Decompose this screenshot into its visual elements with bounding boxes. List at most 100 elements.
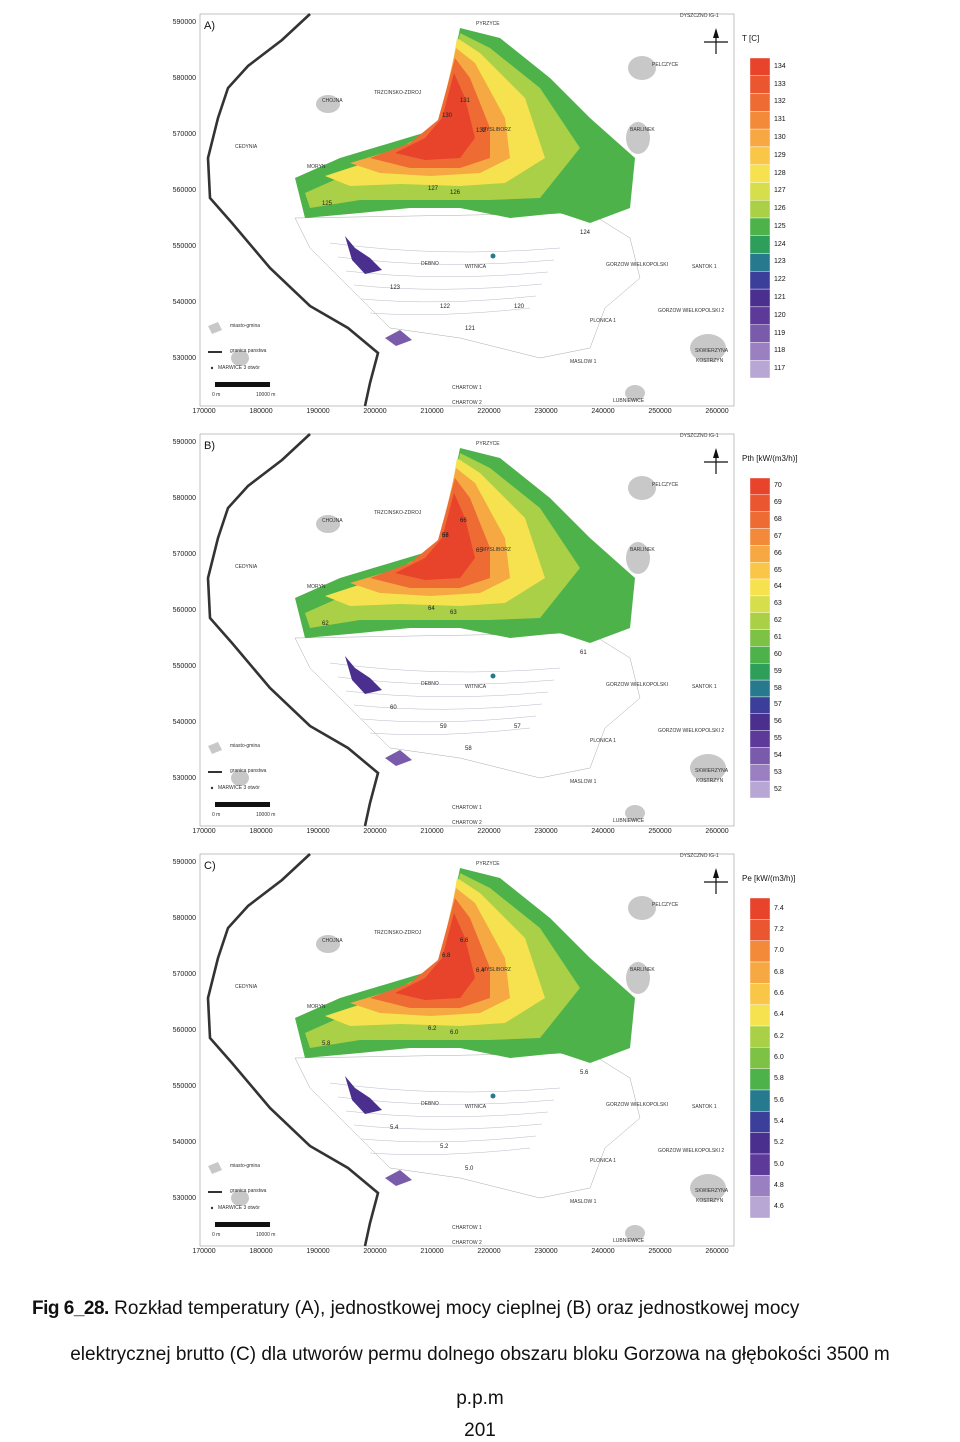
town-area xyxy=(626,962,650,994)
town-label: GORZOW WIELKOPOLSKI xyxy=(606,1102,668,1108)
key-gmina-label: miasto-gmina xyxy=(230,743,261,749)
x-tick-label: 190000 xyxy=(306,828,330,835)
x-tick-label: 190000 xyxy=(306,1248,330,1255)
x-tick-label: 240000 xyxy=(591,828,615,835)
town-label: GORZOW WIELKOPOLSKI 2 xyxy=(658,728,725,734)
town-label: MYSLIBORZ xyxy=(482,127,511,133)
town-area xyxy=(316,515,340,533)
town-area xyxy=(628,896,656,920)
contour-value-label: 65 xyxy=(476,548,483,554)
legend-swatch xyxy=(749,342,771,361)
town-label: CHOJNA xyxy=(322,98,343,104)
legend-title: Pth [kW/(m3/h)] xyxy=(742,454,798,463)
legend-value: 118 xyxy=(774,347,786,355)
figure-caption-line-1: Fig 6_28. Rozkład temperatury (A), jedno… xyxy=(32,1298,960,1320)
low-value-spot xyxy=(490,673,496,679)
panel-letter: C) xyxy=(204,860,216,872)
legend-swatch xyxy=(749,1175,771,1197)
contour-value-label: 61 xyxy=(580,650,587,656)
town-label: CEDYNIA xyxy=(235,564,258,570)
north-arrow-icon xyxy=(704,868,728,894)
legend-value: 63 xyxy=(774,600,782,608)
value-band-5 xyxy=(395,493,475,580)
well-key-icon xyxy=(210,366,214,370)
contour-value-label: 127 xyxy=(428,186,439,192)
figure-label: Fig 6_28. xyxy=(32,1298,109,1319)
contour-value-label: 63 xyxy=(450,610,457,616)
legend-value: 69 xyxy=(774,499,782,507)
town-label: BARLINEK xyxy=(630,547,655,553)
town-label: CHARTOW 2 xyxy=(452,820,482,826)
legend-value: 60 xyxy=(774,650,782,658)
town-label: WITNICA xyxy=(465,684,487,690)
contour-value-label: 64 xyxy=(428,606,435,612)
town-label: DYSZCZNO IG-1 xyxy=(680,13,719,19)
town-label: PYRZYCE xyxy=(476,441,500,447)
contour-line xyxy=(345,270,549,278)
contour-value-label: 6.6 xyxy=(460,938,469,944)
town-label: LUBNIEWICE xyxy=(613,818,645,824)
legend-value: 5.4 xyxy=(774,1118,784,1125)
key-border-label: granica panstwa xyxy=(230,348,267,354)
x-tick-label: 180000 xyxy=(249,408,273,415)
key-border-label: granica panstwa xyxy=(230,1188,267,1194)
legend-swatch xyxy=(749,324,771,343)
town-label: GORZOW WIELKOPOLSKI xyxy=(606,262,668,268)
town-label: DEBNO xyxy=(421,261,439,267)
legend-swatch xyxy=(749,128,771,148)
contour-value-label: 56 xyxy=(442,533,449,539)
town-area xyxy=(231,770,249,786)
contour-line xyxy=(369,1147,531,1155)
contour-line xyxy=(369,307,531,315)
x-tick-label: 180000 xyxy=(249,1248,273,1255)
town-area xyxy=(625,385,645,401)
legend-swatch xyxy=(749,1089,771,1112)
low-value-zone xyxy=(345,236,382,274)
x-tick-label: 170000 xyxy=(192,1248,216,1255)
legend-value: 66 xyxy=(774,549,782,557)
legend-swatch xyxy=(749,730,771,748)
x-tick-label: 250000 xyxy=(648,828,672,835)
legend-swatch xyxy=(749,663,771,681)
contour-line xyxy=(353,283,543,290)
legend-value: 6.0 xyxy=(774,1054,784,1061)
legend-value: 130 xyxy=(774,134,786,141)
legend-title: T [C] xyxy=(742,34,760,43)
legend-value: 5.0 xyxy=(774,1160,784,1168)
legend-swatch xyxy=(749,164,771,183)
legend-value: 59 xyxy=(774,667,782,675)
value-band-5 xyxy=(395,73,475,160)
low-value-zone xyxy=(345,656,382,694)
legend-swatch xyxy=(749,360,771,379)
key-well-label: MARWICE 3 otwór xyxy=(218,785,260,791)
panel-letter: B) xyxy=(204,440,215,452)
contour-value-label: 126 xyxy=(450,190,461,196)
contour-value-label: 122 xyxy=(440,304,451,310)
lower-area-outline xyxy=(294,632,641,779)
legend-swatch xyxy=(749,747,771,765)
legend-swatch xyxy=(749,713,771,731)
scale-bar xyxy=(215,1222,270,1227)
country-border xyxy=(206,433,380,827)
legend-swatch xyxy=(749,57,771,76)
legend-swatch xyxy=(749,111,771,130)
contour-value-label: 5.0 xyxy=(465,1166,474,1172)
town-label: WITNICA xyxy=(465,264,487,270)
town-label: SANTOK 1 xyxy=(692,264,717,270)
town-label: PYRZYCE xyxy=(476,861,500,867)
contour-value-label: 6.0 xyxy=(450,1030,459,1036)
legend-swatch xyxy=(749,1196,771,1219)
x-tick-label: 240000 xyxy=(591,408,615,415)
town-label: TRZCINSKO-ZDROJ xyxy=(374,90,422,96)
town-label: MORYN xyxy=(307,584,326,590)
legend-swatch xyxy=(749,578,771,597)
x-tick-label: 200000 xyxy=(363,408,387,415)
town-area xyxy=(231,350,249,366)
legend-swatch xyxy=(749,940,771,963)
key-gmina-label: miasto-gmina xyxy=(230,323,261,329)
town-area xyxy=(690,1174,726,1202)
contour-value-label: 6.4 xyxy=(476,968,485,974)
low-value-zone xyxy=(385,1170,412,1186)
y-tick-label: 550000 xyxy=(172,663,196,670)
figure-caption-line-2: elektrycznej brutto (C) dla utworów perm… xyxy=(70,1344,890,1365)
